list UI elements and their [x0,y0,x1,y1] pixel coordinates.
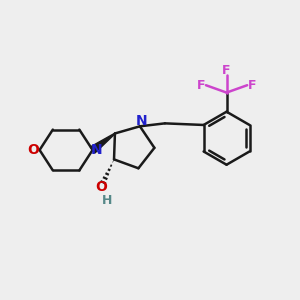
Text: O: O [95,180,107,194]
Text: F: F [222,64,231,77]
Text: F: F [248,79,257,92]
Text: N: N [136,114,147,128]
Text: N: N [91,143,103,157]
Text: O: O [27,143,39,157]
Text: F: F [196,79,205,92]
Polygon shape [90,133,115,153]
Text: H: H [102,194,113,207]
